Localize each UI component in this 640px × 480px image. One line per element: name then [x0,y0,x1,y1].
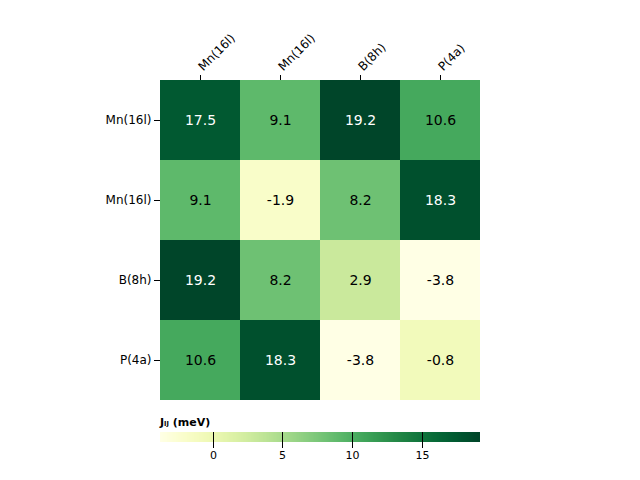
svg-text:Jᵢⱼ (meV): Jᵢⱼ (meV) [159,416,210,429]
svg-text:Mn(16l): Mn(16l) [106,113,152,127]
svg-text:9.1: 9.1 [269,112,291,128]
svg-text:0: 0 [210,449,217,462]
svg-text:B(8h): B(8h) [355,40,388,73]
svg-text:Mn(16l): Mn(16l) [195,31,237,73]
svg-text:18.3: 18.3 [265,352,296,368]
svg-text:19.2: 19.2 [345,112,376,128]
svg-text:10.6: 10.6 [185,352,216,368]
svg-text:-0.8: -0.8 [427,352,454,368]
svg-text:18.3: 18.3 [425,192,456,208]
svg-text:17.5: 17.5 [185,112,216,128]
svg-text:10: 10 [346,449,360,462]
svg-text:5: 5 [279,449,286,462]
svg-text:Mn(16l): Mn(16l) [106,193,152,207]
svg-text:-3.8: -3.8 [427,272,454,288]
svg-text:8.2: 8.2 [349,192,371,208]
svg-text:19.2: 19.2 [185,272,216,288]
svg-text:-1.9: -1.9 [267,192,294,208]
svg-text:P(4a): P(4a) [435,41,467,73]
svg-text:15: 15 [416,449,430,462]
svg-text:Mn(16l): Mn(16l) [275,31,317,73]
svg-text:P(4a): P(4a) [120,353,152,367]
svg-text:B(8h): B(8h) [119,273,152,287]
svg-text:10.6: 10.6 [425,112,456,128]
svg-text:9.1: 9.1 [189,192,211,208]
svg-text:8.2: 8.2 [269,272,291,288]
svg-text:2.9: 2.9 [349,272,371,288]
svg-text:-3.8: -3.8 [347,352,374,368]
